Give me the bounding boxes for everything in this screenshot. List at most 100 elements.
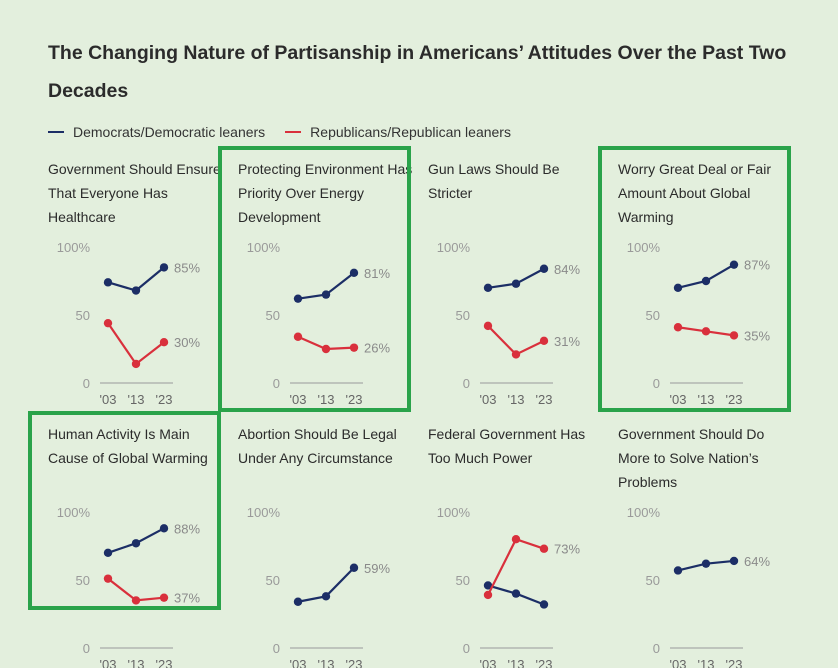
data-point <box>483 321 493 331</box>
panel-title: Protecting Environment Has Priority Over… <box>238 161 413 225</box>
legend-label-republicans: Republicans/Republican leaners <box>310 124 511 140</box>
line-chart: 100% 50 0 '03 '13 '23 64% <box>627 505 771 668</box>
x-tick-label: '13 <box>128 392 145 407</box>
data-point <box>673 566 683 575</box>
line-chart: 100% 50 0 '03 '13 '23 73% <box>437 505 581 668</box>
y-tick-label: 100% <box>247 505 281 520</box>
data-point <box>483 590 493 600</box>
end-value-label: 26% <box>364 341 390 356</box>
data-point <box>131 539 141 548</box>
data-point <box>103 278 113 287</box>
highlight-box <box>218 146 411 412</box>
y-tick-label: 0 <box>83 376 90 391</box>
y-tick-label: 0 <box>653 376 660 391</box>
x-tick-label: '23 <box>156 657 173 668</box>
legend-swatch-democrats <box>48 131 64 133</box>
y-tick-label: 0 <box>463 376 470 391</box>
chart-panel: Government Should Do More to Solve Natio… <box>618 422 808 668</box>
legend-item-republicans: Republicans/Republican leaners <box>285 124 511 140</box>
x-tick-label: '03 <box>100 657 117 668</box>
panel-title: Worry Great Deal or Fair Amount About Gl… <box>618 161 771 225</box>
y-tick-label: 100% <box>437 505 471 520</box>
y-tick-label: 0 <box>273 376 280 391</box>
panel-title: Federal Government Has Too Much Power <box>428 426 586 466</box>
x-tick-label: '23 <box>346 657 363 668</box>
y-tick-label: 50 <box>456 573 470 588</box>
highlight-box <box>598 146 791 412</box>
panel-title: Abortion Should Be Legal Under Any Circu… <box>238 426 397 466</box>
y-tick-label: 0 <box>83 641 90 656</box>
data-point <box>701 327 711 336</box>
y-tick-label: 50 <box>266 573 280 588</box>
chart-panel: Federal Government Has Too Much Power 100… <box>428 422 618 668</box>
legend: Democrats/Democratic leaners Republicans… <box>48 123 531 141</box>
y-tick-label: 0 <box>463 641 470 656</box>
y-tick-label: 100% <box>247 240 281 255</box>
data-point <box>483 581 493 590</box>
panel-title: Gun Laws Should Be Stricter <box>428 161 560 201</box>
x-tick-label: '13 <box>318 392 335 407</box>
legend-swatch-republicans <box>285 131 302 133</box>
data-point <box>701 276 711 286</box>
data-point <box>511 279 521 288</box>
panel-title: Government Should Ensure That Everyone H… <box>48 161 221 225</box>
data-point <box>511 350 521 359</box>
data-point <box>539 544 549 553</box>
x-tick-label: '03 <box>480 392 497 407</box>
y-tick-label: 0 <box>653 641 660 656</box>
x-tick-label: '23 <box>726 392 743 407</box>
end-value-label: 81% <box>364 266 390 281</box>
data-point <box>673 323 683 332</box>
data-point <box>293 294 303 303</box>
x-tick-label: '13 <box>698 657 715 668</box>
chart-panel: Abortion Should Be Legal Under Any Circu… <box>238 422 428 668</box>
x-tick-label: '13 <box>698 392 715 407</box>
end-value-label: 64% <box>744 554 770 569</box>
x-tick-label: '13 <box>508 392 525 407</box>
y-tick-label: 50 <box>76 308 90 323</box>
x-tick-label: '23 <box>536 392 553 407</box>
end-value-label: 73% <box>554 542 580 557</box>
data-point <box>483 283 493 292</box>
end-value-label: 59% <box>364 561 390 576</box>
y-tick-label: 50 <box>456 308 470 323</box>
data-point <box>103 318 113 328</box>
data-point <box>131 286 141 295</box>
data-point <box>729 260 739 269</box>
x-tick-label: '23 <box>536 657 553 668</box>
end-value-label: 31% <box>554 334 580 349</box>
y-tick-label: 100% <box>57 505 91 520</box>
data-point <box>729 331 739 340</box>
data-point <box>511 535 521 544</box>
data-point <box>131 359 141 369</box>
y-tick-label: 100% <box>627 505 661 520</box>
x-tick-label: '03 <box>290 657 307 668</box>
data-point <box>321 592 331 601</box>
panel-title: Government Should Do More to Solve Natio… <box>618 426 765 490</box>
chart-title: The Changing Nature of Partisanship in A… <box>48 42 787 102</box>
end-value-label: 35% <box>744 328 770 343</box>
x-tick-label: '03 <box>100 392 117 407</box>
highlight-box <box>28 411 221 610</box>
chart-panel: Protecting Environment Has Priority Over… <box>238 157 428 600</box>
data-point <box>293 332 303 341</box>
data-point <box>159 524 169 533</box>
end-value-label: 87% <box>744 258 770 273</box>
data-point <box>103 574 113 583</box>
x-tick-label: '23 <box>726 657 743 668</box>
end-value-label: 88% <box>174 521 200 536</box>
x-tick-label: '03 <box>670 392 687 407</box>
series-line <box>487 537 545 596</box>
line-chart: 100% 50 0 '03 '13 '23 84% 31% <box>437 240 581 407</box>
data-point <box>321 344 331 354</box>
y-tick-label: 100% <box>627 240 661 255</box>
data-point <box>729 556 739 566</box>
series-line <box>487 325 545 356</box>
y-tick-label: 100% <box>57 240 91 255</box>
data-point <box>673 283 683 292</box>
data-point <box>539 600 549 609</box>
line-chart: 100% 50 0 '03 '13 '23 85% 30% <box>57 240 201 407</box>
data-point <box>103 548 113 557</box>
chart-panel: Gun Laws Should Be Stricter 100% 50 0 '03 '13… <box>428 157 618 600</box>
end-value-label: 30% <box>174 335 200 350</box>
